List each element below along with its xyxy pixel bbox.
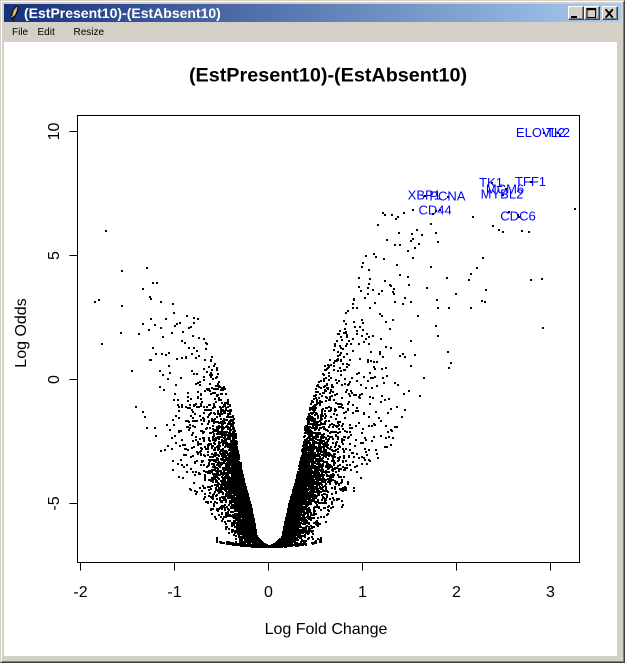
svg-text:10: 10 [46, 123, 63, 141]
svg-text:-5: -5 [46, 496, 63, 510]
svg-text:TK2: TK2 [546, 125, 570, 140]
svg-text:Log Odds: Log Odds [13, 298, 30, 367]
svg-text:(EstPresent10)-(EstAbsent10): (EstPresent10)-(EstAbsent10) [189, 65, 467, 87]
svg-text:0: 0 [264, 584, 273, 601]
svg-text:XBP1: XBP1 [408, 188, 441, 203]
svg-text:-1: -1 [167, 584, 181, 601]
svg-text:TFF1: TFF1 [515, 174, 546, 189]
svg-text:1: 1 [358, 584, 367, 601]
svg-text:2: 2 [452, 584, 461, 601]
svg-text:PCNA: PCNA [429, 189, 465, 204]
svg-text:MYBL2: MYBL2 [481, 187, 524, 202]
svg-text:0: 0 [46, 375, 63, 384]
svg-text:TK1: TK1 [479, 175, 503, 190]
svg-text:3: 3 [546, 584, 555, 601]
svg-text:CD44: CD44 [418, 203, 451, 218]
svg-text:5: 5 [46, 251, 63, 260]
svg-text:CDC6: CDC6 [500, 209, 535, 224]
svg-text:MCM6: MCM6 [486, 182, 524, 197]
svg-text:Log Fold Change: Log Fold Change [265, 621, 388, 638]
svg-text:-2: -2 [73, 584, 87, 601]
svg-text:ELOVL2: ELOVL2 [516, 125, 565, 140]
